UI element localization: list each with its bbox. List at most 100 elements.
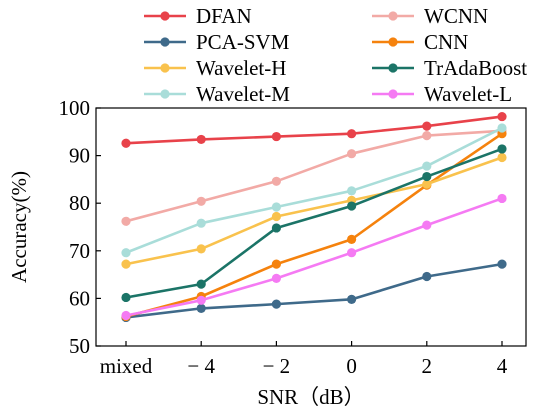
series-wavelet-m xyxy=(121,123,507,258)
data-point-pca-svm xyxy=(347,294,357,304)
legend-swatch-marker xyxy=(160,89,170,99)
data-point-tradaboost xyxy=(347,201,357,211)
legend-item-wavelet-m: Wavelet-M xyxy=(144,82,290,106)
x-tick-label: 2 xyxy=(422,354,433,378)
data-point-wavelet-l xyxy=(271,273,281,284)
legend-label: Wavelet-H xyxy=(196,56,286,80)
data-point-wavelet-m xyxy=(497,123,507,133)
data-point-wcnn xyxy=(271,176,281,186)
legend-label: CNN xyxy=(424,30,468,54)
data-point-wavelet-h xyxy=(497,152,507,163)
y-tick-label: 60 xyxy=(69,286,90,310)
legend-swatch-marker xyxy=(388,37,398,47)
data-point-tradaboost xyxy=(422,171,432,182)
data-point-wavelet-l xyxy=(497,193,507,204)
legend-label: DFAN xyxy=(196,4,252,28)
x-tick-label: 4 xyxy=(497,354,508,378)
data-point-wavelet-l xyxy=(121,310,131,321)
y-tick-label: 70 xyxy=(69,239,90,263)
data-point-dfan xyxy=(121,138,131,148)
y-axis: 50 60 70 80 90 100 xyxy=(59,96,101,358)
data-point-wcnn xyxy=(121,216,131,226)
y-tick-label: 90 xyxy=(69,144,90,168)
x-tick-label: 0 xyxy=(346,354,357,378)
data-point-wavelet-m xyxy=(347,186,357,196)
legend-swatch-marker xyxy=(388,11,398,21)
data-point-wavelet-h xyxy=(121,259,131,269)
data-point-wcnn xyxy=(347,149,357,159)
series-line-wavelet-l xyxy=(125,197,503,317)
legend-swatch-marker xyxy=(388,89,398,99)
series-line-wcnn xyxy=(125,129,503,223)
series-dfan xyxy=(121,111,507,148)
data-point-wavelet-h xyxy=(271,211,281,222)
series-tradaboost xyxy=(121,144,507,303)
data-point-wavelet-l xyxy=(196,295,206,305)
y-tick-label: 100 xyxy=(59,96,91,120)
data-point-dfan xyxy=(347,129,357,139)
legend-label: WCNN xyxy=(424,4,488,28)
series-line-tradaboost xyxy=(125,147,503,299)
data-point-wavelet-l xyxy=(422,220,432,230)
x-tick-label: − 2 xyxy=(263,354,291,378)
series-layer xyxy=(121,111,507,323)
legend-item-cnn: CNN xyxy=(372,30,468,54)
series-line-dfan xyxy=(125,115,503,145)
legend-item-dfan: DFAN xyxy=(144,4,252,28)
data-point-wavelet-m xyxy=(121,248,131,258)
x-tick-label: − 4 xyxy=(187,354,215,378)
y-tick-label: 50 xyxy=(69,334,90,358)
data-point-pca-svm xyxy=(196,303,206,313)
data-point-pca-svm xyxy=(422,271,432,282)
data-point-dfan xyxy=(196,134,206,145)
x-axis-title: SNR（dB） xyxy=(257,385,364,409)
legend-item-wavelet-h: Wavelet-H xyxy=(144,56,286,80)
data-point-wavelet-m xyxy=(422,161,432,171)
series-cnn xyxy=(121,129,507,322)
series-line-pca-svm xyxy=(125,262,503,319)
legend-label: TrAdaBoost xyxy=(424,56,527,80)
x-axis: mixed − 4 − 2 0 2 4 xyxy=(100,341,508,378)
y-axis-title: Accuracy(%) xyxy=(7,171,31,283)
legend-swatch-marker xyxy=(160,63,170,73)
legend-item-tradaboost: TrAdaBoost xyxy=(372,56,527,80)
legend-swatch-marker xyxy=(160,37,170,47)
data-point-tradaboost xyxy=(497,144,507,154)
data-point-pca-svm xyxy=(271,299,281,309)
data-point-tradaboost xyxy=(196,279,206,289)
series-line-cnn xyxy=(125,132,503,318)
legend-label: Wavelet-M xyxy=(196,82,290,106)
data-point-dfan xyxy=(271,131,281,142)
legend-swatch-marker xyxy=(160,11,170,21)
legend-item-pca-svm: PCA-SVM xyxy=(144,30,290,54)
series-pca-svm xyxy=(121,259,507,323)
data-point-dfan xyxy=(497,111,507,122)
data-point-cnn xyxy=(347,234,357,244)
x-tick-label: mixed xyxy=(100,354,153,378)
series-line-wavelet-h xyxy=(125,156,503,266)
legend-swatch-marker xyxy=(388,63,398,73)
data-point-wavelet-m xyxy=(196,218,206,228)
legend-label: Wavelet-L xyxy=(424,82,512,106)
legend-item-wcnn: WCNN xyxy=(372,4,488,28)
series-wavelet-h xyxy=(121,152,507,269)
data-point-wcnn xyxy=(422,131,432,141)
data-point-wavelet-h xyxy=(196,244,206,254)
data-point-wavelet-l xyxy=(347,248,357,258)
series-line-wavelet-m xyxy=(125,126,503,254)
y-tick-label: 80 xyxy=(69,191,90,215)
legend-label: PCA-SVM xyxy=(196,30,290,54)
data-point-wavelet-h xyxy=(422,179,432,189)
series-wavelet-l xyxy=(121,193,507,321)
legend-item-wavelet-l: Wavelet-L xyxy=(372,82,512,106)
data-point-wavelet-m xyxy=(271,202,281,212)
data-point-tradaboost xyxy=(271,223,281,233)
data-point-dfan xyxy=(422,121,432,131)
data-point-cnn xyxy=(271,259,281,269)
data-point-tradaboost xyxy=(121,292,131,303)
plot-border xyxy=(95,107,527,347)
data-point-pca-svm xyxy=(497,259,507,269)
data-point-wcnn xyxy=(196,196,206,206)
